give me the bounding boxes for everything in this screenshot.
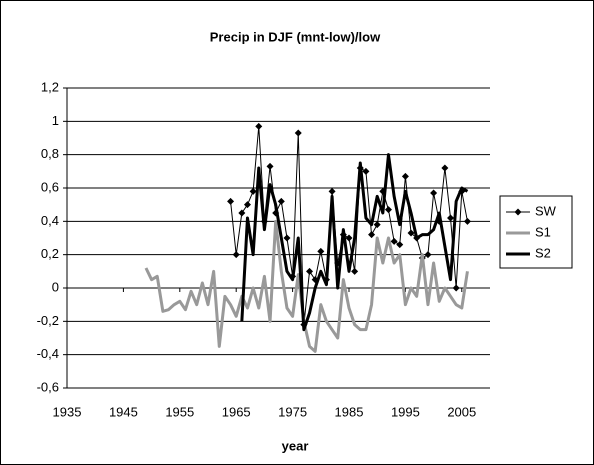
data-point [452, 284, 460, 292]
data-point [328, 187, 336, 195]
x-tick-label: 1975 [278, 404, 307, 419]
data-point [232, 251, 240, 259]
legend-label: S2 [535, 245, 551, 260]
data-point [283, 234, 291, 242]
y-tick-label: 1,2 [41, 79, 59, 94]
data-point [317, 247, 325, 255]
data-point [227, 197, 235, 205]
data-point [243, 201, 251, 209]
x-tick-label: 1955 [165, 404, 194, 419]
x-tick-label: 1965 [222, 404, 251, 419]
data-point [368, 231, 376, 239]
x-axis-label: year [282, 438, 309, 453]
data-point [306, 267, 314, 275]
y-tick-label: 0,6 [41, 179, 59, 194]
y-tick-label: 0,4 [41, 213, 59, 228]
data-point [345, 234, 353, 242]
y-tick-label: 0,8 [41, 146, 59, 161]
y-tick-label: -0,4 [37, 346, 59, 361]
data-point [401, 172, 409, 180]
legend-label: S1 [535, 224, 551, 239]
data-point [362, 167, 370, 175]
data-point [255, 122, 263, 130]
data-point [396, 241, 404, 249]
data-point [373, 221, 381, 229]
data-point [384, 206, 392, 214]
y-tick-label: 0,2 [41, 246, 59, 261]
data-point [441, 164, 449, 172]
x-tick-label: 1935 [53, 404, 82, 419]
x-tick-label: 2005 [447, 404, 476, 419]
series-line [144, 219, 469, 353]
chart-title: Precip in DJF (mnt-low)/low [210, 29, 381, 44]
data-point [430, 189, 438, 197]
data-point [424, 251, 432, 259]
y-tick-label: -0,2 [37, 313, 59, 328]
data-point [351, 267, 359, 275]
data-point [238, 209, 246, 217]
series-line [240, 153, 469, 332]
data-point [249, 187, 257, 195]
data-point [294, 129, 302, 137]
y-tick-label: -0,6 [37, 379, 59, 394]
data-point [407, 229, 415, 237]
y-tick-label: 0 [52, 279, 59, 294]
data-point [447, 214, 455, 222]
legend-marker [514, 208, 522, 216]
data-point [390, 237, 398, 245]
legend-label: SW [535, 203, 557, 218]
data-point [463, 217, 471, 225]
data-point [266, 162, 274, 170]
data-point [277, 197, 285, 205]
x-tick-label: 1995 [391, 404, 420, 419]
y-tick-label: 1 [52, 113, 59, 128]
x-tick-label: 1945 [109, 404, 138, 419]
x-tick-label: 1985 [335, 404, 364, 419]
